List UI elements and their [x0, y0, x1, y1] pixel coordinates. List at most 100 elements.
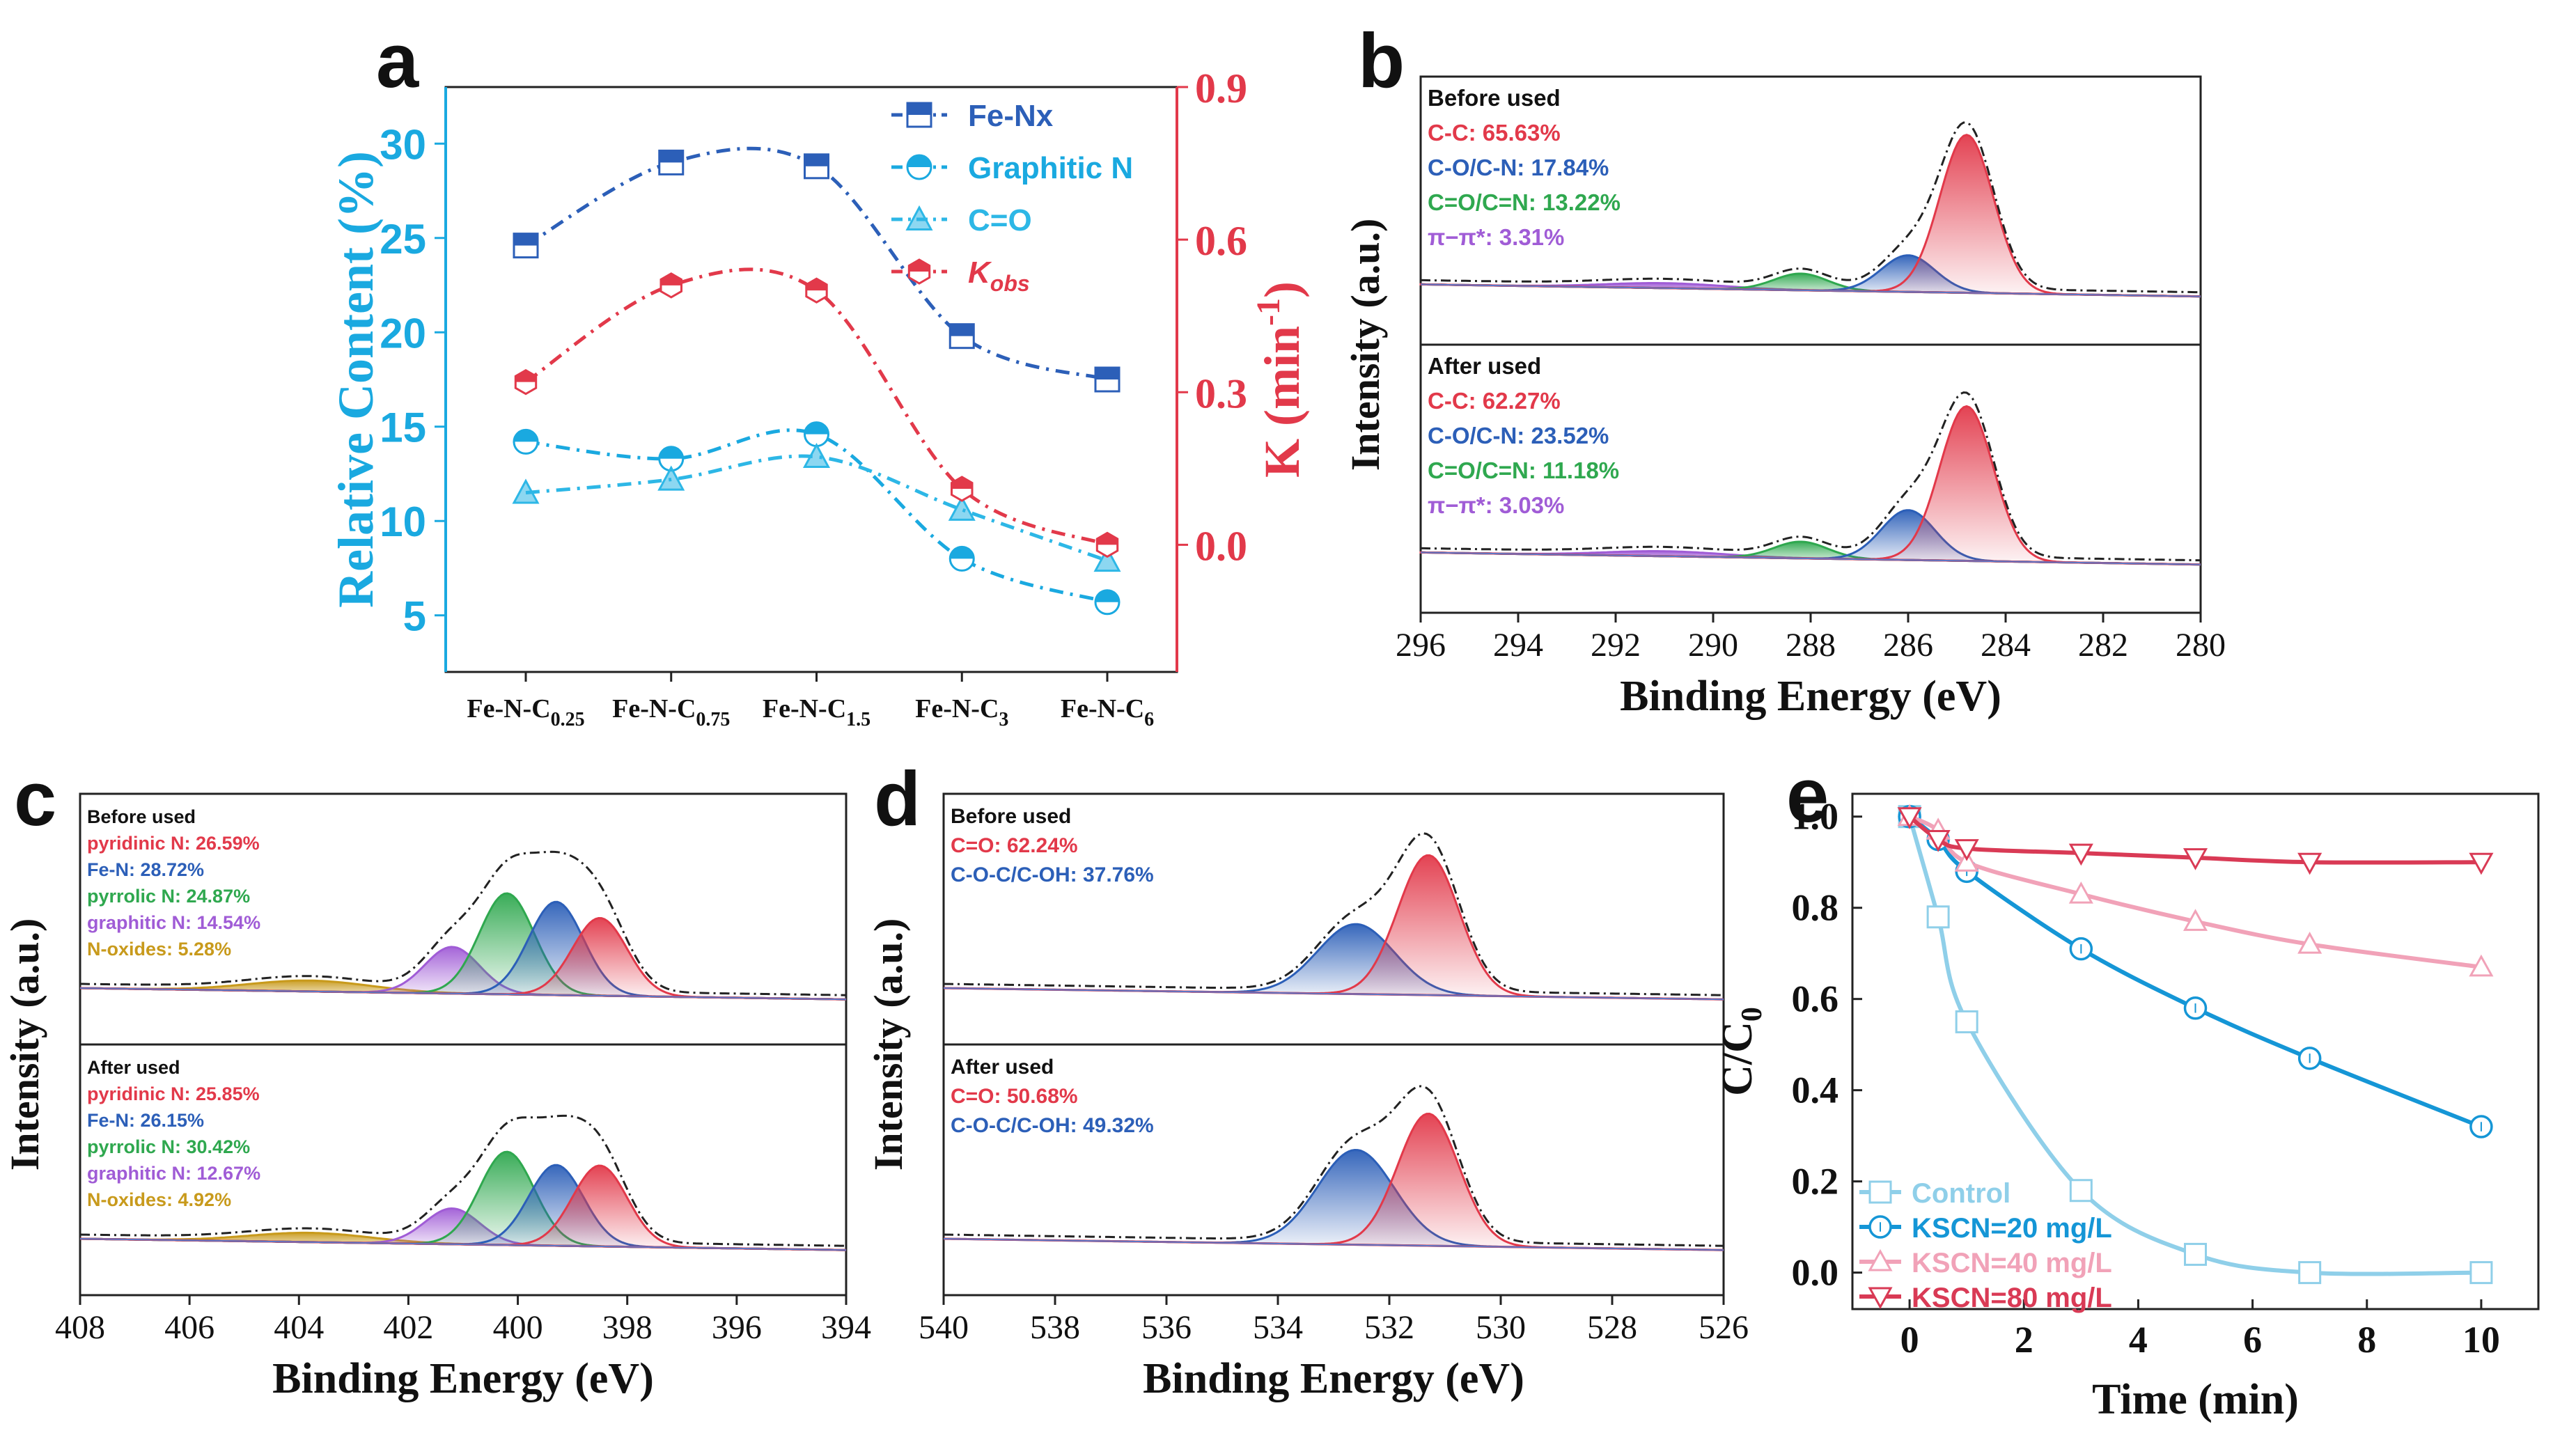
- x-tick-label: 534: [1253, 1309, 1303, 1346]
- x-tick-label: 10: [2462, 1319, 2500, 1361]
- component-label: π−π*: 3.03%: [1428, 492, 1564, 518]
- component-label: C-O-C/C-OH: 37.76%: [951, 863, 1154, 886]
- marker-fill: [1097, 533, 1118, 545]
- y-title-base: C/C: [1714, 1021, 1761, 1096]
- legend-label: Fe-Nx: [968, 99, 1054, 133]
- marker: [2469, 1261, 2493, 1285]
- envelope-line: [1421, 391, 2201, 562]
- legend-label: KSCN=40 mg/L: [1912, 1248, 2112, 1278]
- subpanel-title: After used: [951, 1056, 1054, 1079]
- x-tick-label: 404: [274, 1309, 324, 1346]
- component-label: π−π*: 3.31%: [1428, 224, 1564, 250]
- y-axis-title: C/C0: [1714, 1007, 1768, 1096]
- y-tick-label: 0.8: [1792, 887, 1839, 929]
- x-tick-sub: 1.5: [846, 709, 870, 730]
- baseline: [79, 1238, 847, 1251]
- marker: [802, 442, 831, 469]
- subpanel-title: After used: [1428, 353, 1541, 379]
- x-tick-label: 294: [1493, 627, 1543, 664]
- component-label: Fe-N: 28.72%: [87, 859, 204, 880]
- marker: [2183, 909, 2208, 931]
- x-tick-label: 394: [821, 1309, 871, 1346]
- marker: [2068, 881, 2093, 904]
- component-label: N-oxides: 5.28%: [87, 939, 231, 960]
- x-tick-base: Fe-N-C: [763, 694, 846, 723]
- component-peak: [943, 1148, 1724, 1251]
- x-tick-label: 530: [1476, 1309, 1526, 1346]
- marker: [2068, 843, 2093, 866]
- marker-fill: [950, 547, 974, 559]
- x-tick-label: 288: [1786, 627, 1836, 664]
- component-label: graphitic N: 14.54%: [87, 912, 260, 933]
- panel-label-b: b: [1358, 18, 1405, 104]
- envelope-line: [943, 1085, 1724, 1247]
- legend-label-base: K: [968, 256, 992, 290]
- panel-c: 408 406 404 402 400 398 396 394 Binding Energy (…: [2, 792, 871, 1402]
- panel-b: 296 294 292 290 288 286 284 282 280 Binding Energ…: [1343, 75, 2226, 720]
- marker: [1093, 546, 1121, 572]
- plot-frame: [1851, 792, 2540, 1310]
- marker-fill: [659, 150, 683, 163]
- component-label: C-C: 62.27%: [1428, 388, 1561, 414]
- marker: [1897, 807, 1922, 829]
- x-tick-label: 528: [1587, 1309, 1637, 1346]
- series-line-2: [525, 454, 1108, 563]
- component-label: C-O/C-N: 17.84%: [1428, 155, 1609, 180]
- series-line-1: [1908, 815, 2483, 1129]
- right-tick-label: 0.0: [1195, 523, 1247, 569]
- legend-label: Kobs: [968, 256, 1030, 296]
- component-label: graphitic N: 12.67%: [87, 1163, 260, 1184]
- marker: [2069, 1179, 2093, 1203]
- x-tick-label: 280: [2176, 627, 2226, 664]
- component-label: pyrrolic N: 24.87%: [87, 886, 250, 907]
- marker: [1868, 1287, 1893, 1310]
- subpanel-title: Before used: [87, 806, 196, 827]
- subpanel-title: Before used: [1428, 85, 1561, 111]
- left-tick-label: 20: [380, 310, 426, 357]
- x-tick-label: 290: [1688, 627, 1738, 664]
- panel-d: 540 538 536 534 532 530 528 526 Binding Energy (…: [866, 792, 1749, 1402]
- component-label: C-C: 65.63%: [1428, 120, 1561, 146]
- marker: [2469, 954, 2494, 977]
- series-line-3: [1908, 815, 2481, 865]
- x-tick-label: 8: [2357, 1319, 2376, 1361]
- right-tick-label: 0.3: [1195, 370, 1247, 416]
- component-label: Fe-N: 26.15%: [87, 1110, 204, 1131]
- baseline: [1420, 551, 2201, 565]
- x-tick-label: 526: [1699, 1309, 1749, 1346]
- y-tick-label: 0.6: [1792, 978, 1839, 1020]
- x-tick-label: 406: [164, 1309, 214, 1346]
- left-tick-label: 25: [380, 216, 426, 263]
- left-tick-label: 5: [403, 593, 426, 640]
- y-right-end: ): [1254, 281, 1310, 298]
- x-tick-label: Fe-N-C0.75: [612, 694, 730, 730]
- marker: [1926, 905, 1950, 929]
- right-tick-label: 0.6: [1195, 218, 1247, 264]
- left-tick-label: 10: [380, 499, 426, 545]
- x-tick-label: 4: [2129, 1319, 2148, 1361]
- y-tick-label: 0.4: [1792, 1070, 1839, 1111]
- x-tick-label: 0: [1900, 1319, 1919, 1361]
- x-tick-base: Fe-N-C: [612, 694, 696, 723]
- y-tick-label: 0.2: [1792, 1161, 1839, 1203]
- marker-fill: [907, 103, 931, 115]
- x-axis-title: Binding Energy (eV): [1143, 1355, 1524, 1402]
- right-tick-label: 0.9: [1195, 65, 1247, 111]
- marker: [512, 478, 540, 504]
- x-tick-sub: 0.25: [551, 709, 585, 730]
- y-title-sub: 0: [1736, 1007, 1768, 1021]
- y-tick-label: 0.0: [1792, 1252, 1839, 1294]
- x-tick-label: 292: [1591, 627, 1641, 664]
- series-line-1: [525, 428, 1108, 604]
- component-label: pyridinic N: 26.59%: [87, 833, 260, 854]
- marker-fill: [951, 477, 972, 490]
- x-tick-label: 286: [1883, 627, 1933, 664]
- x-tick-label: Fe-N-C6: [1061, 694, 1154, 730]
- marker-fill: [806, 279, 827, 291]
- y-axis-title: Intensity (a.u.): [1343, 219, 1388, 471]
- x-axis-title: Binding Energy (eV): [1620, 673, 2001, 720]
- x-axis-title: Time (min): [2092, 1376, 2299, 1423]
- marker: [1868, 1248, 1893, 1271]
- marker: [2183, 848, 2208, 870]
